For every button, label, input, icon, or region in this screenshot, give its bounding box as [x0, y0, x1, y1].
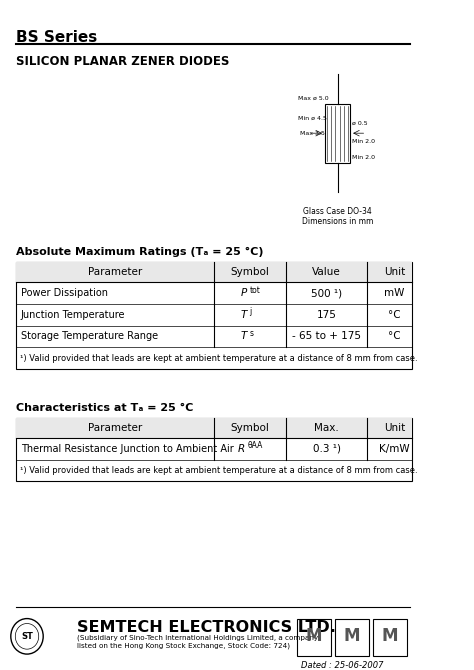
Text: Junction Temperature: Junction Temperature	[21, 310, 125, 320]
Text: 0.3 ¹): 0.3 ¹)	[313, 444, 341, 454]
Text: Dimensions in mm: Dimensions in mm	[302, 217, 373, 226]
Text: Parameter: Parameter	[88, 423, 142, 433]
Text: (Subsidiary of Sino-Tech International Holdings Limited, a company
listed on the: (Subsidiary of Sino-Tech International H…	[76, 634, 318, 649]
Bar	[16, 263, 412, 282]
Text: Min 2.0: Min 2.0	[352, 139, 375, 143]
Text: SEMTECH ELECTRONICS LTD.: SEMTECH ELECTRONICS LTD.	[76, 620, 336, 634]
Text: T: T	[240, 310, 246, 320]
Text: ø 0.5: ø 0.5	[352, 121, 367, 126]
Text: j: j	[249, 308, 252, 316]
Text: Max 3.5: Max 3.5	[300, 131, 325, 136]
Text: Glass Case DO-34: Glass Case DO-34	[303, 207, 372, 216]
Text: ¹) Valid provided that leads are kept at ambient temperature at a distance of 8 : ¹) Valid provided that leads are kept at…	[20, 354, 418, 362]
Text: Max ø 5.0: Max ø 5.0	[298, 96, 328, 101]
Text: 175: 175	[317, 310, 337, 320]
Text: Symbol: Symbol	[231, 267, 270, 277]
Bar	[325, 104, 350, 163]
Text: Unit: Unit	[383, 423, 405, 433]
Text: Min ø 4.5: Min ø 4.5	[298, 116, 327, 121]
Text: Unit: Unit	[383, 267, 405, 277]
Bar	[16, 418, 412, 438]
Text: ¹) Valid provided that leads are kept at ambient temperature at a distance of 8 : ¹) Valid provided that leads are kept at…	[20, 466, 418, 475]
Text: Max.: Max.	[314, 423, 339, 433]
Text: ST: ST	[21, 632, 33, 641]
Text: s: s	[249, 329, 253, 338]
Text: M: M	[382, 627, 398, 645]
Text: R: R	[237, 444, 245, 454]
Text: °C: °C	[388, 310, 401, 320]
Text: T: T	[240, 332, 246, 342]
Bar	[297, 618, 331, 656]
Text: Storage Temperature Range: Storage Temperature Range	[21, 332, 158, 342]
Bar	[373, 618, 407, 656]
Text: 500 ¹): 500 ¹)	[311, 288, 342, 298]
Text: Power Dissipation: Power Dissipation	[21, 288, 108, 298]
Text: tot: tot	[249, 285, 260, 295]
Text: K/mW: K/mW	[379, 444, 410, 454]
Bar	[335, 618, 369, 656]
Bar	[16, 263, 412, 369]
Text: Dated : 25-06-2007: Dated : 25-06-2007	[301, 661, 383, 670]
Text: Symbol: Symbol	[231, 423, 270, 433]
Text: Min 2.0: Min 2.0	[352, 155, 375, 160]
Text: - 65 to + 175: - 65 to + 175	[292, 332, 361, 342]
Text: Characteristics at Tₐ = 25 °C: Characteristics at Tₐ = 25 °C	[16, 403, 193, 413]
Text: BS Series: BS Series	[16, 29, 98, 45]
Text: SILICON PLANAR ZENER DIODES: SILICON PLANAR ZENER DIODES	[16, 55, 229, 68]
Bar	[16, 418, 412, 482]
Text: °C: °C	[388, 332, 401, 342]
Text: Value: Value	[312, 267, 341, 277]
Text: θAA: θAA	[247, 442, 263, 450]
Text: Absolute Maximum Ratings (Tₐ = 25 °C): Absolute Maximum Ratings (Tₐ = 25 °C)	[16, 247, 264, 257]
Text: M: M	[344, 627, 360, 645]
Text: P: P	[240, 288, 246, 298]
Text: Thermal Resistance Junction to Ambient Air: Thermal Resistance Junction to Ambient A…	[21, 444, 234, 454]
Text: mW: mW	[384, 288, 404, 298]
Text: Parameter: Parameter	[88, 267, 142, 277]
Text: M: M	[306, 627, 322, 645]
